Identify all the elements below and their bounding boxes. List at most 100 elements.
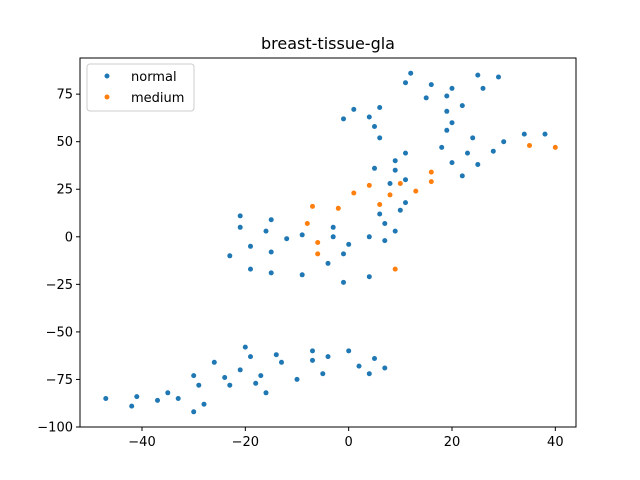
x-tick-label: −20: [232, 435, 259, 450]
data-point-normal: [346, 348, 352, 354]
data-point-normal: [475, 72, 481, 78]
data-point-normal: [366, 234, 372, 240]
data-point-normal: [501, 139, 507, 145]
data-point-normal: [268, 217, 274, 223]
data-point-normal: [382, 365, 388, 371]
data-point-normal: [542, 131, 548, 137]
data-point-normal: [346, 241, 352, 247]
legend-marker-medium: [104, 94, 110, 100]
data-point-normal: [263, 228, 269, 234]
data-point-normal: [403, 150, 408, 156]
data-point-normal: [155, 397, 160, 403]
data-point-normal: [263, 390, 269, 396]
data-point-normal: [392, 167, 398, 173]
data-point-normal: [366, 371, 372, 377]
data-point-medium: [315, 240, 321, 245]
x-tick-label: −40: [128, 435, 155, 450]
data-point-normal: [191, 373, 197, 379]
y-tick-label: −100: [37, 421, 73, 436]
data-point-normal: [284, 236, 290, 242]
y-tick-label: −50: [46, 325, 73, 340]
data-point-normal: [310, 348, 315, 354]
data-point-normal: [444, 127, 450, 133]
data-point-normal: [211, 359, 217, 365]
data-point-medium: [335, 205, 341, 211]
data-point-normal: [237, 213, 243, 219]
data-point-medium: [351, 190, 357, 196]
data-point-medium: [377, 202, 383, 207]
data-point-medium: [392, 266, 398, 272]
legend-frame: [86, 63, 195, 112]
data-point-normal: [237, 224, 243, 230]
data-point-normal: [227, 253, 233, 259]
legend: normal medium: [86, 63, 195, 112]
data-point-normal: [428, 82, 434, 88]
data-point-normal: [444, 93, 450, 99]
data-point-normal: [377, 135, 383, 141]
data-point-normal: [129, 403, 135, 409]
data-point-normal: [268, 249, 274, 255]
data-point-normal: [423, 95, 429, 101]
data-point-normal: [403, 177, 408, 183]
data-point-normal: [294, 376, 300, 382]
data-point-normal: [403, 200, 408, 206]
data-point-normal: [382, 238, 388, 244]
data-point-normal: [341, 279, 346, 285]
data-point-normal: [449, 120, 455, 126]
legend-marker-normal: [104, 73, 110, 79]
data-point-medium: [428, 169, 434, 175]
legend-label-normal: normal: [131, 70, 177, 85]
data-point-normal: [490, 148, 496, 154]
data-point-normal: [444, 108, 450, 114]
data-point-normal: [397, 207, 403, 213]
data-point-normal: [341, 251, 346, 257]
axis-ticks: −40 −20 0 20 40 −100 −75 −50 −25 0 25 50 75: [37, 88, 563, 450]
data-point-normal: [330, 224, 336, 230]
data-point-normal: [201, 401, 207, 407]
data-point-medium: [366, 182, 372, 188]
data-point-normal: [366, 114, 372, 120]
data-point-normal: [465, 150, 470, 156]
data-point-normal: [299, 232, 305, 238]
data-point-normal: [377, 105, 383, 110]
data-point-normal: [356, 363, 362, 369]
data-point-normal: [459, 103, 465, 109]
data-point-normal: [248, 354, 253, 360]
x-tick-label: 40: [547, 435, 564, 450]
data-point-normal: [103, 396, 109, 401]
data-point-normal: [299, 272, 305, 278]
y-tick-label: 25: [56, 183, 73, 198]
x-tick-label: 0: [345, 435, 353, 450]
data-point-normal: [392, 158, 398, 164]
data-point-normal: [372, 165, 377, 171]
data-point-medium: [315, 251, 321, 257]
data-point-normal: [459, 173, 465, 179]
y-tick-label: 50: [56, 135, 73, 150]
data-point-normal: [273, 352, 279, 358]
data-point-normal: [387, 181, 393, 186]
data-point-normal: [310, 357, 315, 363]
data-point-normal: [237, 367, 243, 373]
data-point-normal: [258, 373, 264, 379]
data-point-normal: [341, 116, 346, 122]
series-normal: [103, 70, 548, 415]
data-point-normal: [372, 124, 377, 129]
data-point-medium: [552, 144, 558, 150]
data-point-normal: [392, 228, 398, 234]
y-tick-label: 0: [65, 230, 73, 245]
data-point-normal: [403, 80, 408, 86]
data-point-normal: [279, 359, 284, 365]
data-point-normal: [165, 390, 171, 396]
x-tick-label: 20: [444, 435, 461, 450]
data-point-normal: [372, 356, 377, 361]
data-point-normal: [449, 85, 455, 91]
data-point-normal: [227, 382, 233, 388]
data-point-medium: [397, 181, 403, 186]
data-point-normal: [222, 375, 228, 380]
data-point-medium: [413, 188, 419, 194]
chart-title: breast-tissue-gla: [261, 34, 395, 53]
data-point-normal: [382, 221, 388, 226]
data-point-normal: [521, 131, 527, 137]
